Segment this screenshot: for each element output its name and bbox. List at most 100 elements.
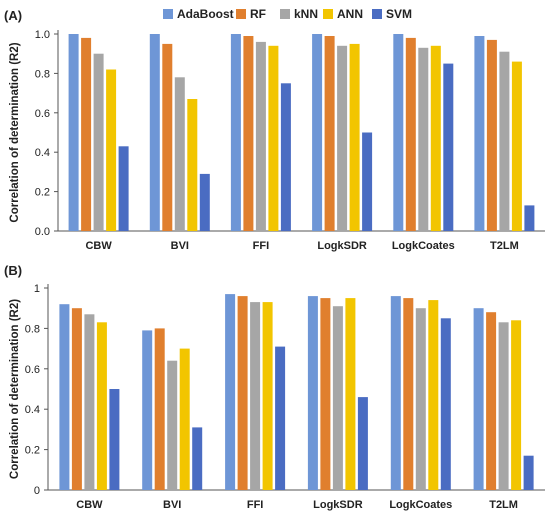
bar-knn-logkcoates <box>415 308 426 490</box>
legend-swatch-rf <box>236 9 246 19</box>
bar-svm-ffi <box>275 346 286 490</box>
bar-adaboost-cbw <box>68 34 79 231</box>
y-tick-label: 0.0 <box>35 226 50 238</box>
panel-a: (A) Correlation of determination (R2) 0.0 0… <box>4 8 545 252</box>
y-tick-label: 0 <box>34 485 40 497</box>
bar-ann-logkcoates <box>428 300 439 490</box>
bar-rf-logksdr <box>320 298 331 490</box>
bar-knn-t2lm <box>499 51 510 232</box>
bar-svm-bvi <box>199 173 210 231</box>
bar-rf-cbw <box>81 37 92 232</box>
y-tick-label: 1.0 <box>35 29 50 41</box>
bar-svm-logksdr <box>362 132 373 231</box>
x-category-label: FFI <box>253 240 270 252</box>
bar-ann-ffi <box>268 45 279 231</box>
bar-svm-logkcoates <box>440 318 451 490</box>
bar-rf-logksdr <box>324 36 335 231</box>
y-axis-title: Correlation of determination (R2) <box>9 42 21 222</box>
x-category-label: BVI <box>171 240 189 252</box>
panel-label: (A) <box>4 8 22 23</box>
bar-ann-logksdr <box>345 298 356 490</box>
bar-ann-cbw <box>96 322 107 490</box>
bar-knn-bvi <box>174 77 185 231</box>
bar-ann-bvi <box>187 99 198 231</box>
bar-knn-ffi <box>255 41 266 232</box>
bar-knn-ffi <box>250 302 261 490</box>
y-tick-label: 1 <box>34 283 40 295</box>
bar-knn-cbw <box>93 53 104 232</box>
y-tick-label: 0.8 <box>25 323 40 335</box>
bar-rf-bvi <box>162 43 173 232</box>
bar-rf-logkcoates <box>403 298 414 490</box>
x-category-label: FFI <box>247 499 264 511</box>
panel-b: (B) Correlation of determination (R2) 0 0.2… <box>4 263 545 511</box>
bar-rf-ffi <box>243 36 254 231</box>
legend-label-ann: ANN <box>337 7 363 21</box>
bar-rf-t2lm <box>486 312 497 490</box>
bar-ann-logkcoates <box>430 45 441 231</box>
bar-adaboost-bvi <box>142 330 153 490</box>
x-category-label: LogkCoates <box>392 240 455 252</box>
legend-swatch-svm <box>372 9 382 19</box>
bar-svm-logkcoates <box>443 63 454 231</box>
bar-svm-cbw <box>109 389 120 490</box>
x-category-label: LogkSDR <box>313 499 363 511</box>
bar-knn-bvi <box>167 360 178 490</box>
bar-adaboost-t2lm <box>473 308 484 490</box>
legend-label-adaboost: AdaBoost <box>177 7 234 21</box>
bar-svm-cbw <box>118 146 129 231</box>
bar-ann-logksdr <box>349 43 360 232</box>
bar-adaboost-logkcoates <box>390 296 401 490</box>
bar-knn-t2lm <box>498 322 509 490</box>
legend-swatch-ann <box>323 9 333 19</box>
bar-ann-bvi <box>179 348 190 490</box>
bar-knn-logkcoates <box>418 47 429 231</box>
legend-label-rf: RF <box>250 7 266 21</box>
bar-knn-logksdr <box>337 45 348 231</box>
bar-rf-logkcoates <box>405 37 416 232</box>
bar-ann-t2lm <box>511 61 522 231</box>
bar-adaboost-bvi <box>149 34 160 231</box>
bar-svm-bvi <box>192 427 203 490</box>
x-category-label: CBW <box>85 240 112 252</box>
y-tick-label: 0.6 <box>25 364 40 376</box>
x-category-label: LogkCoates <box>389 499 452 511</box>
panel-label: (B) <box>4 263 22 278</box>
bar-adaboost-t2lm <box>474 36 485 231</box>
bar-adaboost-cbw <box>59 304 70 490</box>
x-category-label: T2LM <box>490 240 519 252</box>
bar-ann-ffi <box>262 302 273 490</box>
legend-label-svm: SVM <box>386 7 412 21</box>
bar-rf-t2lm <box>486 39 497 232</box>
x-category-label: LogkSDR <box>317 240 367 252</box>
bar-rf-cbw <box>71 308 82 490</box>
bar-ann-t2lm <box>511 320 522 490</box>
legend: AdaBoost RF kNN ANN SVM <box>163 7 412 21</box>
bar-svm-ffi <box>280 83 291 232</box>
legend-swatch-knn <box>280 9 290 19</box>
bar-svm-t2lm <box>523 455 534 490</box>
bar-ann-cbw <box>106 69 117 231</box>
bar-adaboost-logksdr <box>312 34 323 231</box>
y-axis-title: Correlation of determination (R2) <box>9 299 21 479</box>
bar-adaboost-ffi <box>230 34 241 231</box>
y-tick-label: 0.6 <box>35 108 50 120</box>
x-category-label: T2LM <box>489 499 518 511</box>
x-category-label: CBW <box>76 499 103 511</box>
legend-swatch-adaboost <box>163 9 173 19</box>
bar-adaboost-logksdr <box>307 296 318 490</box>
bar-knn-logksdr <box>332 306 343 490</box>
bar-adaboost-logkcoates <box>393 34 404 231</box>
bar-svm-logksdr <box>357 397 368 490</box>
bar-rf-bvi <box>154 328 165 490</box>
bar-svm-t2lm <box>524 205 535 231</box>
bar-adaboost-ffi <box>225 294 236 490</box>
y-tick-label: 0.2 <box>25 445 40 457</box>
y-tick-label: 0.4 <box>25 404 40 416</box>
y-tick-label: 0.8 <box>35 68 50 80</box>
y-tick-label: 0.2 <box>35 187 50 199</box>
bar-knn-cbw <box>84 314 95 490</box>
y-tick-label: 0.4 <box>35 147 50 159</box>
